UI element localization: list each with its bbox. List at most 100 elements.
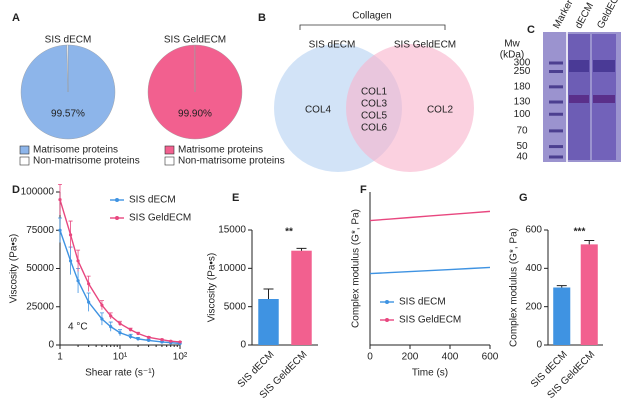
set-label: SIS dECM bbox=[309, 40, 356, 51]
region-item: COL2 bbox=[427, 105, 454, 116]
ladder-band bbox=[549, 100, 563, 104]
bar bbox=[291, 250, 312, 345]
axis-label: (kDa) bbox=[500, 50, 524, 61]
panel-label: C bbox=[527, 24, 535, 36]
legend-swatch bbox=[164, 156, 175, 166]
x-tick-label: 200 bbox=[402, 352, 419, 363]
panel-label: D bbox=[12, 184, 20, 196]
x-tick-label: 1 bbox=[57, 352, 63, 363]
series-point bbox=[58, 198, 62, 202]
ladder-label: 50 bbox=[516, 141, 528, 152]
panel-label: G bbox=[519, 192, 528, 204]
series-point bbox=[178, 340, 182, 344]
gel-smear bbox=[569, 95, 589, 103]
gel-smear bbox=[593, 60, 615, 72]
set-label: SIS GeldECM bbox=[394, 40, 456, 51]
ladder-label: 180 bbox=[514, 81, 531, 92]
lane-label: dECM bbox=[573, 1, 596, 31]
y-tick-label: 50000 bbox=[26, 263, 54, 274]
panel-label: A bbox=[12, 12, 20, 24]
region-item: COL5 bbox=[361, 111, 388, 122]
ladder-label: 300 bbox=[514, 58, 531, 69]
ladder-band bbox=[549, 70, 563, 74]
series-point bbox=[118, 321, 122, 326]
ladder-band bbox=[549, 85, 563, 89]
region-item: COL4 bbox=[305, 105, 332, 116]
gel-smear bbox=[569, 60, 589, 72]
legend-label: SIS GeldECM bbox=[399, 315, 461, 326]
bar bbox=[580, 244, 598, 345]
y-axis-label: Complex modulus (G*, Pa) bbox=[351, 209, 362, 328]
ladder-label: 250 bbox=[514, 66, 531, 77]
annotation: 4 °C bbox=[68, 322, 88, 333]
value-label: 99.57% bbox=[51, 109, 85, 120]
series-point bbox=[100, 303, 104, 307]
x-tick-label: 0 bbox=[367, 352, 373, 363]
x-tick-label: 400 bbox=[442, 352, 459, 363]
value-label: 99.90% bbox=[178, 109, 212, 120]
legend-swatch bbox=[19, 156, 30, 166]
pie-title: SIS GeldECM bbox=[164, 35, 226, 46]
error-bar bbox=[263, 288, 274, 299]
series-point bbox=[87, 282, 91, 286]
bracket bbox=[299, 24, 446, 30]
series-point bbox=[68, 259, 73, 263]
series-point bbox=[118, 331, 122, 335]
annotation: ** bbox=[285, 227, 293, 238]
pie-title: SIS dECM bbox=[45, 35, 92, 46]
legend-marker bbox=[115, 198, 119, 202]
x-tick-label: 600 bbox=[482, 352, 499, 363]
axis-label: Mw bbox=[504, 39, 520, 50]
annotation: *** bbox=[574, 227, 586, 238]
bar bbox=[258, 299, 279, 345]
legend-label: SIS dECM bbox=[129, 195, 176, 206]
venn-title: Collagen bbox=[352, 11, 391, 22]
y-tick-label: 600 bbox=[525, 225, 542, 236]
ladder-band bbox=[549, 155, 563, 159]
panel-label: F bbox=[360, 184, 367, 196]
legend-marker bbox=[385, 318, 389, 322]
legend-marker bbox=[385, 300, 389, 304]
series-point bbox=[147, 335, 151, 339]
ladder-label: 130 bbox=[514, 97, 531, 108]
lane-label: Marker bbox=[551, 0, 576, 31]
ladder-band bbox=[549, 61, 563, 65]
region-item: COL1 bbox=[361, 87, 388, 98]
series-point bbox=[128, 328, 133, 332]
ladder-label: 40 bbox=[516, 152, 528, 163]
series-point bbox=[76, 259, 80, 263]
y-tick-label: 75000 bbox=[26, 225, 54, 236]
series-point bbox=[160, 338, 164, 342]
legend-label: SIS GeldECM bbox=[129, 213, 191, 224]
ladder-band bbox=[549, 129, 563, 133]
series-point bbox=[160, 340, 164, 344]
series-point bbox=[169, 339, 173, 343]
legend-label: SIS dECM bbox=[399, 297, 446, 308]
ladder-band bbox=[549, 145, 563, 149]
ladder-label: 100 bbox=[514, 109, 531, 120]
legend-swatch bbox=[19, 145, 30, 155]
panel-label: B bbox=[258, 12, 266, 24]
legend-label: Non-matrisome proteins bbox=[33, 156, 140, 167]
series-point bbox=[109, 325, 113, 329]
y-tick-label: 0 bbox=[48, 340, 54, 351]
ladder-label: 70 bbox=[516, 126, 528, 137]
x-axis-label: Time (s) bbox=[412, 368, 448, 379]
error-bar bbox=[584, 240, 595, 245]
bar bbox=[553, 287, 571, 345]
series-point bbox=[76, 279, 80, 283]
ladder-band bbox=[549, 112, 563, 116]
x-axis-label: Shear rate (s⁻¹) bbox=[85, 368, 155, 379]
y-tick-label: 5000 bbox=[224, 301, 247, 312]
lane-label: GeldECM bbox=[595, 0, 625, 31]
x-tick-label: 10² bbox=[173, 352, 188, 363]
region-item: COL3 bbox=[361, 99, 388, 110]
error-bar bbox=[556, 285, 567, 288]
y-tick-label: 400 bbox=[525, 263, 542, 274]
gel-smear bbox=[593, 95, 615, 103]
legend-swatch bbox=[164, 145, 175, 155]
series-line bbox=[369, 210, 491, 222]
series-point bbox=[136, 337, 140, 341]
series-point bbox=[87, 300, 91, 304]
